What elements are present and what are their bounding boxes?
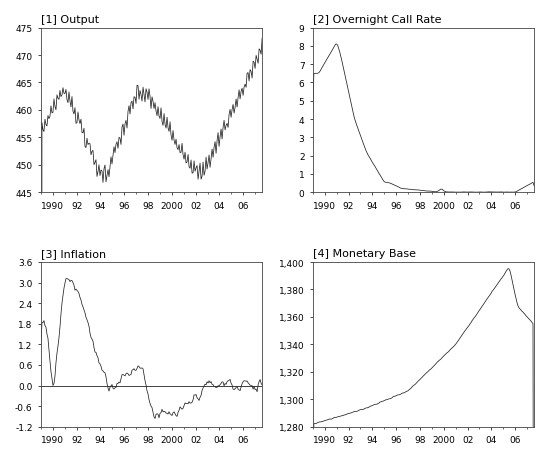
Text: [2] Overnight Call Rate: [2] Overnight Call Rate — [313, 15, 441, 25]
Text: [3] Inflation: [3] Inflation — [41, 249, 106, 259]
Text: [1] Output: [1] Output — [41, 15, 99, 25]
Text: [4] Monetary Base: [4] Monetary Base — [313, 249, 416, 259]
